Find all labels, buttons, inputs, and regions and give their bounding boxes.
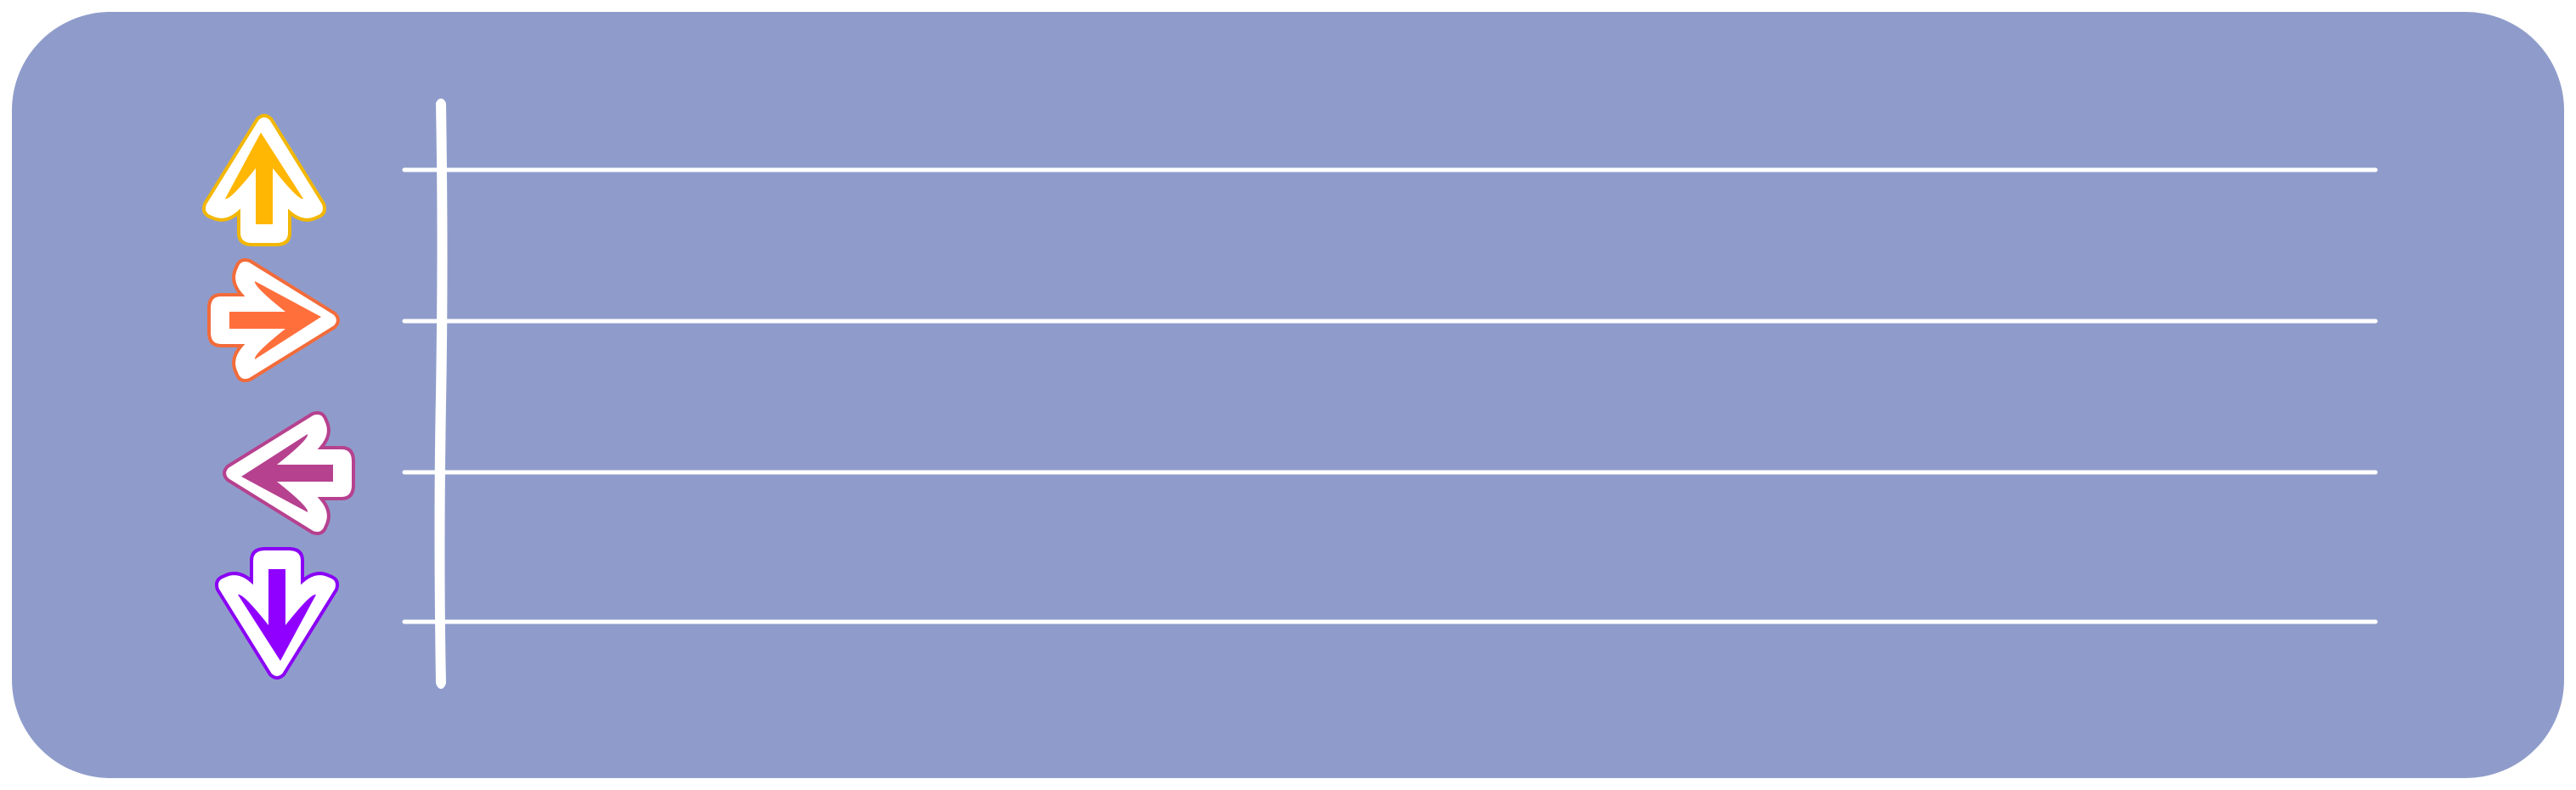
hit-line [434, 99, 448, 689]
rhythm-game-board [12, 12, 2564, 778]
lane-lines [402, 167, 2378, 624]
board-background [12, 12, 2564, 778]
